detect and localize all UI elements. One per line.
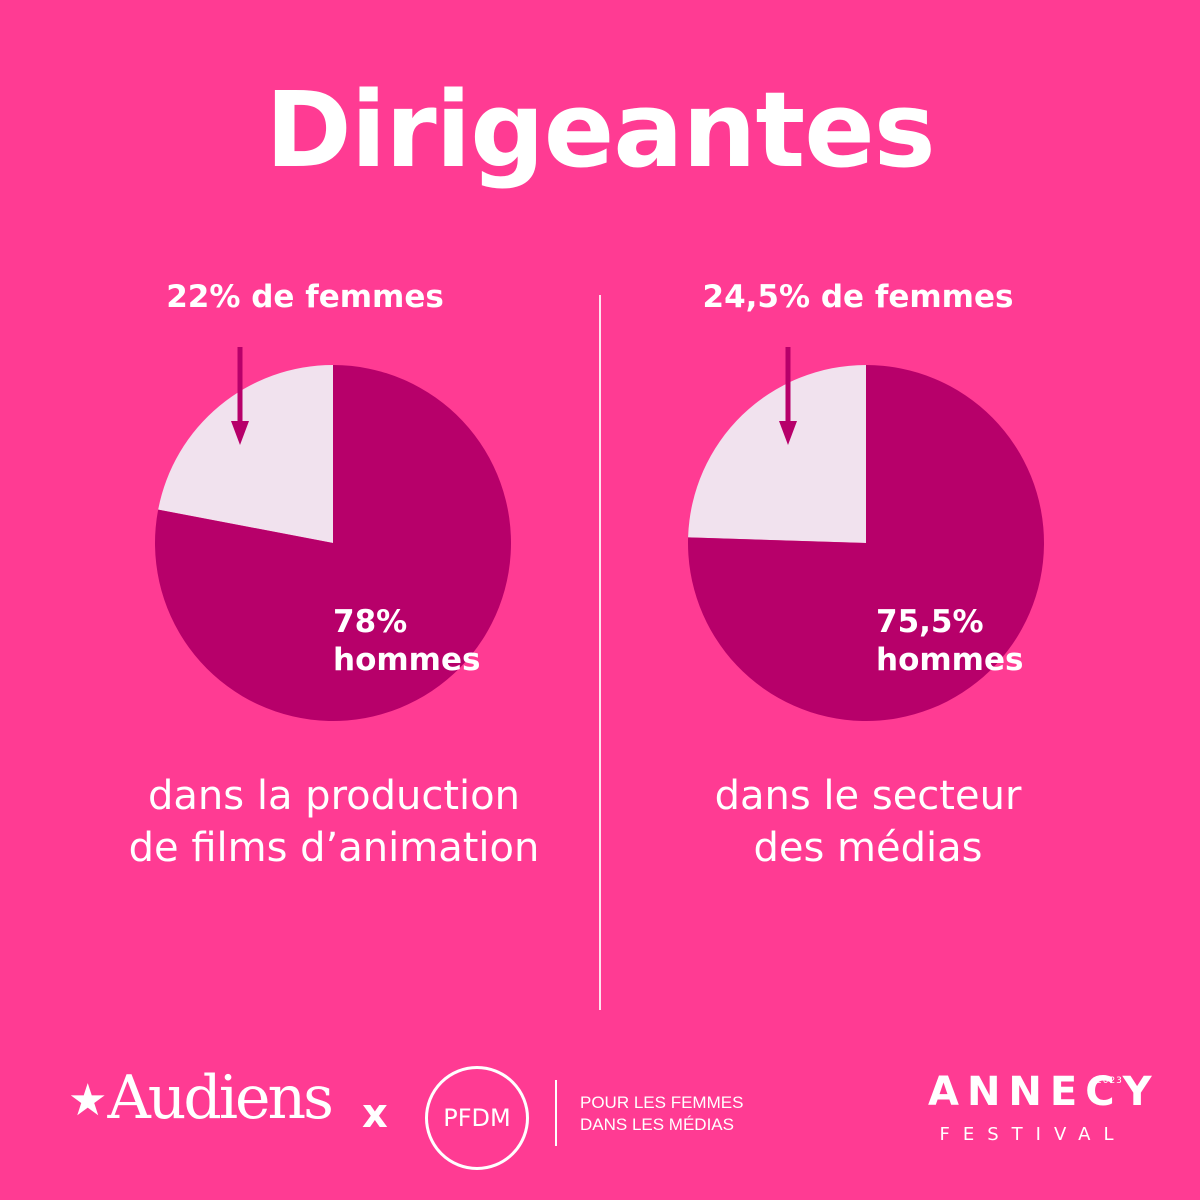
pie-chart-animation: 22% de femmes 78% hommes bbox=[154, 279, 511, 722]
annecy-festival: FESTIVAL bbox=[939, 1124, 1127, 1145]
pfdm-tagline: POUR LES FEMMES DANS LES MÉDIAS bbox=[580, 1092, 743, 1136]
caption-animation-line2: de films d’animation bbox=[128, 825, 540, 871]
women-label-animation: 22% de femmes bbox=[166, 279, 444, 315]
men-percent-animation: 78% bbox=[333, 604, 407, 640]
caption-medias-line1: dans le secteur bbox=[714, 773, 1022, 819]
arrow-head-animation bbox=[231, 421, 249, 445]
caption-medias-line2: des médias bbox=[753, 825, 983, 871]
men-word-animation: hommes bbox=[333, 642, 480, 678]
pie-slice-men-animation bbox=[154, 365, 511, 722]
pfdm-separator bbox=[555, 1080, 557, 1146]
annecy-wordmark: ANNECY bbox=[928, 1069, 1160, 1115]
pfdm-tagline-line1: POUR LES FEMMES bbox=[580, 1093, 744, 1112]
pie-chart-medias: 24,5% de femmes 75,5% hommes bbox=[688, 279, 1045, 721]
women-label-medias: 24,5% de femmes bbox=[703, 279, 1014, 315]
pie-slice-men-medias bbox=[688, 364, 1045, 721]
center-divider bbox=[599, 295, 601, 1010]
audiens-star-icon: ★ bbox=[68, 1075, 108, 1126]
pfdm-logo: PFDM bbox=[425, 1066, 529, 1170]
audiens-wordmark: Audiens bbox=[107, 1063, 334, 1133]
annecy-logo: ANNECY 2023 FESTIVAL bbox=[928, 1069, 1160, 1145]
caption-medias: dans le secteur des médias bbox=[568, 770, 1168, 874]
audiens-logo: ★Audiens bbox=[68, 1068, 334, 1128]
page-title: Dirigeantes bbox=[265, 69, 935, 191]
pie-slice-women-medias bbox=[688, 365, 866, 543]
caption-animation-line1: dans la production bbox=[148, 773, 520, 819]
pfdm-tagline-line2: DANS LES MÉDIAS bbox=[580, 1115, 734, 1134]
men-percent-medias: 75,5% bbox=[876, 604, 984, 640]
arrow-head-medias bbox=[779, 421, 797, 445]
annecy-year: 2023 bbox=[1096, 1076, 1123, 1086]
collab-x: x bbox=[362, 1091, 388, 1137]
pie-slice-women-animation bbox=[158, 365, 333, 543]
men-word-medias: hommes bbox=[876, 642, 1023, 678]
caption-animation: dans la production de films d’animation bbox=[34, 770, 634, 874]
pfdm-wordmark: PFDM bbox=[443, 1104, 511, 1132]
